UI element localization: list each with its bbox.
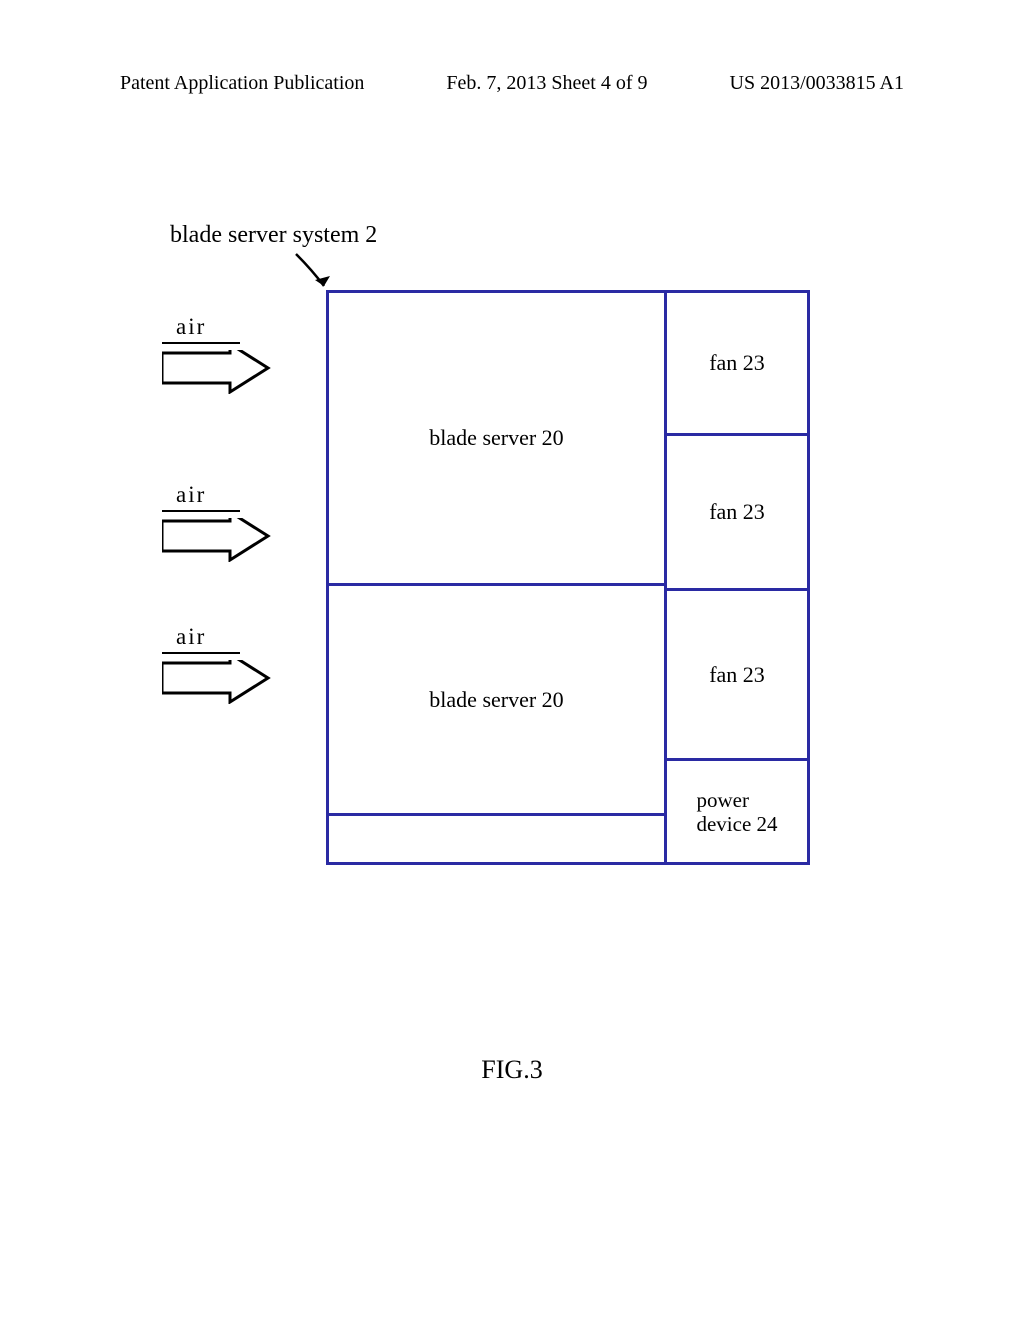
- fans-column: fan 23 fan 23 fan 23 power device 24: [664, 293, 807, 862]
- power-cell: power device 24: [667, 761, 807, 863]
- air-arrow: air: [148, 630, 298, 690]
- air-label: air: [176, 624, 206, 650]
- diagram-title: blade server system 2: [170, 222, 377, 249]
- header-left: Patent Application Publication: [120, 72, 364, 95]
- figure-label: FIG.3: [0, 1055, 1024, 1085]
- fan-cell: fan 23: [667, 436, 807, 591]
- underline: [162, 510, 240, 512]
- underline: [162, 652, 240, 654]
- power-label-line1: power: [696, 788, 748, 812]
- fan-label: fan 23: [709, 662, 765, 688]
- fan-cell: fan 23: [667, 293, 807, 436]
- blade-cell: blade server 20: [329, 583, 664, 813]
- page-header: Patent Application Publication Feb. 7, 2…: [0, 72, 1024, 95]
- air-arrow: air: [148, 320, 298, 380]
- air-arrow: air: [148, 488, 298, 548]
- arrow-icon: [162, 660, 282, 704]
- header-right: US 2013/0033815 A1: [730, 72, 904, 95]
- power-label-line2: device 24: [696, 812, 777, 836]
- underline: [162, 342, 240, 344]
- blade-gap: [329, 813, 664, 863]
- blade-cell: blade server 20: [329, 293, 664, 583]
- page: Patent Application Publication Feb. 7, 2…: [0, 0, 1024, 1320]
- air-label: air: [176, 482, 206, 508]
- fan-cell: fan 23: [667, 591, 807, 761]
- header-center: Feb. 7, 2013 Sheet 4 of 9: [446, 72, 647, 95]
- blades-column: blade server 20 blade server 20: [329, 293, 664, 862]
- system-box: blade server 20 blade server 20 fan 23 f…: [326, 290, 810, 865]
- blade-label: blade server 20: [429, 425, 563, 451]
- air-label: air: [176, 314, 206, 340]
- fan-label: fan 23: [709, 499, 765, 525]
- blade-label: blade server 20: [429, 687, 563, 713]
- arrow-icon: [162, 350, 282, 394]
- fan-label: fan 23: [709, 350, 765, 376]
- arrow-icon: [162, 518, 282, 562]
